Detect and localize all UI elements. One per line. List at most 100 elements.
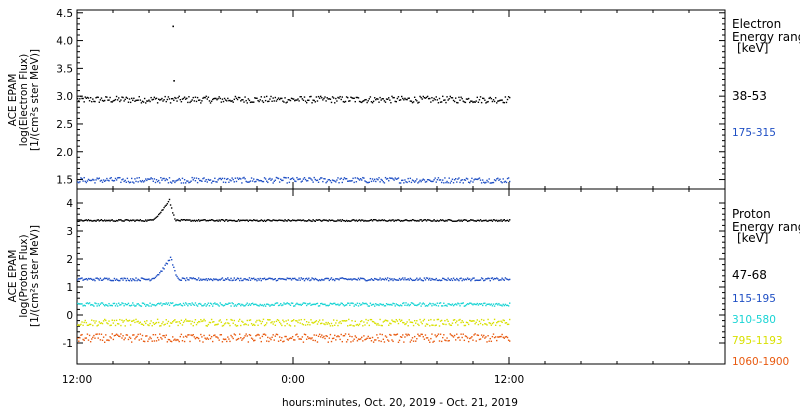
data-point-0-0-395	[503, 101, 505, 104]
data-point-1-2-70	[152, 304, 154, 306]
data-point-1-1-245	[341, 277, 343, 279]
data-point-1-4-39	[119, 335, 121, 338]
data-point-1-1-159	[248, 277, 251, 279]
data-point-1-2-9	[86, 302, 89, 304]
data-point-1-0-280	[379, 219, 381, 222]
data-point-1-3-101	[186, 320, 188, 322]
data-point-1-3-157	[246, 319, 248, 322]
data-point-0-0-145	[233, 98, 235, 101]
data-point-0-1-219	[313, 176, 315, 179]
data-point-1-4-300	[401, 336, 403, 338]
data-point-0-0-367	[473, 101, 475, 103]
data-point-1-3-66	[148, 324, 150, 327]
data-point-0-0-201	[294, 99, 296, 102]
data-point-1-2-385	[492, 303, 495, 305]
data-point-1-3-253	[350, 324, 352, 326]
data-point-1-0-61	[142, 220, 145, 222]
data-point-0-0-26	[105, 96, 107, 98]
data-point-1-0-281	[380, 219, 382, 222]
data-point-1-1-192	[284, 278, 286, 281]
data-point-1-3-367	[473, 320, 475, 322]
data-point-0-1-214	[308, 177, 310, 179]
data-point-1-1-167	[257, 277, 259, 280]
data-point-1-4-193	[285, 335, 287, 338]
data-point-1-4-275	[374, 339, 376, 341]
data-point-1-2-155	[244, 304, 246, 307]
data-point-1-4-361	[466, 337, 469, 339]
data-point-1-0-163	[253, 219, 255, 221]
data-point-1-1-281	[380, 279, 382, 281]
data-point-1-4-240	[336, 335, 338, 338]
data-point-1-2-77	[160, 302, 162, 304]
data-point-1-2-327	[430, 303, 432, 305]
data-point-1-0-252	[349, 220, 351, 222]
data-point-0-0-89	[173, 99, 175, 102]
data-point-1-0-48	[128, 220, 131, 222]
data-point-1-4-25	[104, 341, 106, 343]
data-point-1-4-24	[102, 336, 105, 338]
data-point-1-3-298	[398, 318, 401, 321]
data-point-1-4-276	[375, 339, 377, 341]
data-point-0-0-214	[308, 99, 310, 102]
data-point-0-1-156	[245, 180, 247, 183]
data-point-0-0-78	[161, 97, 163, 100]
data-point-1-4-191	[283, 340, 285, 342]
data-point-1-0-375	[482, 220, 484, 222]
data-point-1-0-85	[168, 198, 171, 201]
data-point-1-1-86	[169, 256, 172, 259]
data-point-1-4-73	[155, 340, 158, 342]
data-point-1-2-235	[330, 303, 333, 305]
data-point-0-1-231	[326, 180, 328, 183]
data-point-0-1-208	[301, 180, 304, 182]
data-point-1-3-88	[172, 321, 174, 323]
data-point-1-2-15	[93, 305, 95, 307]
data-point-1-3-132	[219, 319, 221, 321]
data-point-1-4-163	[253, 340, 255, 342]
data-point-0-1-330	[433, 179, 435, 181]
data-point-1-2-85	[168, 304, 171, 306]
data-point-1-2-278	[377, 303, 379, 306]
data-point-0-1-381	[488, 178, 490, 180]
data-point-0-0-378	[485, 102, 487, 104]
data-point-0-1-73	[155, 178, 158, 181]
data-point-1-2-64	[146, 304, 148, 306]
data-point-1-1-38	[118, 279, 120, 282]
data-point-1-2-380	[487, 303, 489, 305]
data-point-1-2-375	[482, 304, 484, 307]
data-point-1-3-176	[267, 318, 269, 321]
data-point-1-0-344	[448, 219, 450, 221]
data-point-1-4-106	[191, 334, 193, 337]
electron-ylabel-line2: log(Electron Flux)	[18, 54, 30, 146]
data-point-0-0-169	[259, 99, 261, 101]
data-point-0-1-193	[285, 177, 287, 179]
data-point-0-0-109	[194, 96, 197, 98]
data-point-1-2-151	[240, 304, 242, 307]
data-point-1-0-395	[503, 219, 505, 221]
data-point-1-2-244	[340, 302, 342, 304]
data-point-1-4-379	[486, 341, 488, 343]
data-point-0-1-108	[193, 177, 196, 179]
data-point-1-1-137	[224, 278, 227, 280]
data-point-1-4-380	[487, 335, 489, 337]
data-point-1-4-214	[308, 337, 310, 340]
data-point-0-0-68	[150, 96, 152, 99]
data-point-1-1-139	[227, 277, 229, 279]
data-point-0-0-327	[430, 101, 432, 103]
data-point-1-0-131	[218, 219, 220, 221]
data-point-1-3-210	[303, 318, 306, 321]
data-point-1-1-120	[206, 279, 208, 282]
data-point-1-2-259	[356, 302, 359, 304]
data-point-1-1-305	[406, 278, 408, 281]
data-point-0-1-300	[401, 179, 403, 182]
data-point-1-4-192	[284, 335, 286, 338]
data-point-1-1-143	[231, 279, 233, 282]
data-point-0-0-331	[434, 98, 436, 101]
data-point-0-1-59	[140, 181, 143, 183]
data-point-1-2-115	[201, 305, 203, 307]
data-point-0-0-253	[350, 96, 352, 98]
data-point-0-1-43	[123, 180, 125, 183]
data-point-0-1-7	[84, 180, 86, 183]
data-point-1-0-34	[113, 220, 116, 222]
data-point-1-4-101	[186, 336, 188, 338]
data-point-0-0-82	[165, 100, 167, 103]
